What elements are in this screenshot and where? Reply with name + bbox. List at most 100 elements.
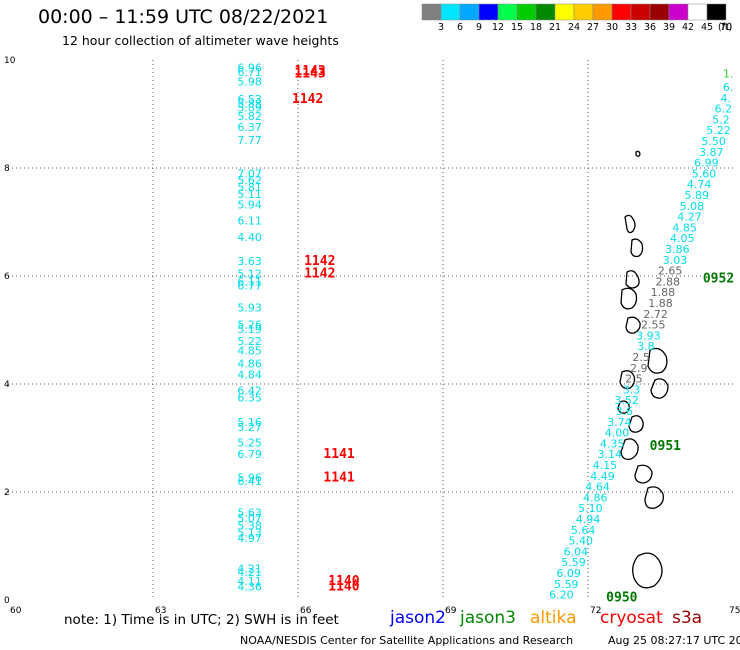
island-3 [625,270,640,289]
island-2 [630,238,644,258]
swh-value: 4.00 [605,427,630,440]
colorbar-tick-label: 21 [549,22,561,33]
swh-value: 5.59 [554,578,579,591]
swh-value: 5.81 [237,181,262,194]
time-label: 1140 [328,580,359,595]
time-label: 1142 [292,92,323,107]
y-tick-label: 2 [4,488,10,498]
swh-value: 3.3 [623,383,641,396]
colorbar-tick-label: 12 [492,22,504,33]
swh-value: 6.96 [237,62,262,75]
swh-value: 6.37 [237,121,262,134]
colorbar-tick-label: 9 [476,22,482,33]
swh-value: 4.35 [600,437,625,450]
swh-value: 1.88 [648,297,673,310]
swh-value: 5.63 [237,507,262,520]
colorbar-bin [459,3,480,21]
swh-value: 5.64 [571,524,596,537]
swh-value: 4. [721,92,732,105]
swh-value: 6.77 [237,280,262,293]
coastline [617,150,669,589]
swh-value: 5.11 [237,188,262,201]
swh-value: 5.94 [237,199,262,212]
swh-value: 2.88 [656,275,681,288]
time-label: 1142 [304,254,335,269]
swh-value: 4.11 [237,575,262,588]
time-label: 1140 [328,574,359,589]
swh-value: 5.98 [237,76,262,89]
colorbar-bin [554,3,575,21]
swh-value: 5.22 [706,124,731,137]
swh-value: 6.53 [237,93,262,106]
sat-jason2: jason2 [390,608,446,628]
colorbar-tick-label: 36 [644,22,656,33]
footer-note: note: 1) Time is in UTC; 2) SWH is in fe… [64,612,339,628]
colorbar-tick-label: 30 [606,22,618,33]
swh-value: 5.2 [712,113,730,126]
swh-value: 7.07 [237,167,262,180]
swh-value: 5.93 [237,301,262,314]
colorbar-tick-label: 39 [663,22,675,33]
swh-value: 5.27 [237,421,262,434]
swh-value: 5.08 [680,200,705,213]
island-1 [624,214,636,234]
x-tick-label: 72 [590,606,601,616]
swh-value: 5.19 [237,323,262,336]
colorbar-tick-label: 42 [682,22,694,33]
colorbar-tick-label: 6 [457,22,463,33]
colorbar-unit: (ft) [718,22,732,33]
time-label: 1142 [304,266,335,281]
swh-value: 4.36 [237,581,262,594]
island-13 [644,486,664,509]
colorbar-tick-label: 45 [701,22,713,33]
swh-value: 6.41 [237,475,262,488]
time-label: 1143 [294,64,325,79]
swh-value: 4.21 [237,563,262,576]
y-tick-label: 10 [4,56,16,66]
swh-value: 5.12 [237,267,262,280]
colorbar-bin [535,3,556,21]
colorbar-bin [573,3,594,21]
swh-value: 6.71 [237,66,262,79]
swh-value: 4.64 [585,481,610,494]
colorbar-tick-label: 70 [720,22,732,33]
swh-value: 5.16 [237,416,262,429]
island-9 [617,400,630,414]
colorbar-tick-label: 3 [438,22,444,33]
swh-value: 6.09 [556,567,581,580]
swh-value: 6.11 [237,214,262,227]
swh-value: 4.49 [590,470,615,483]
swh-value: 5.38 [237,519,262,532]
sat-altika: altika [530,608,577,628]
colorbar-bin [478,3,499,21]
swh-value: 3.74 [607,416,632,429]
colorbar-bin [516,3,537,21]
swh-value: 4.85 [237,345,262,358]
grid-lines [8,60,733,600]
swh-value: 5.22 [237,335,262,348]
swh-value: 2.72 [643,308,668,321]
island-6 [647,347,668,374]
time-label: 1141 [323,447,354,462]
swh-value: 1.88 [651,286,676,299]
swh-value: 5.82 [237,110,262,123]
swh-value: 5.62 [237,174,262,187]
swh-value: 7.77 [237,134,262,147]
colorbar-bin [440,3,461,21]
swh-value: 6.35 [237,392,262,405]
sat-jason3: jason3 [460,608,516,628]
time-labels: 1143114311421142114211411141114011400952… [292,64,734,605]
y-tick-label: 6 [4,272,10,282]
swh-value: 5.89 [237,102,262,115]
swh-value: 4.94 [576,513,601,526]
swh-value: 5.88 [237,98,262,111]
swh-value: 4.86 [237,357,262,370]
swh-value: 3.86 [665,243,690,256]
swh-points: 6.966.715.98 6.535.885.895.826.377.77 7.07… [237,62,733,602]
swh-value: 5.26 [237,319,262,332]
island-7 [650,378,669,399]
time-label: 0951 [650,439,681,454]
y-tick-label: 0 [4,596,10,606]
credit-text: NOAA/NESDIS Center for Satellite Applica… [240,634,574,647]
swh-value: 5.59 [561,556,586,569]
